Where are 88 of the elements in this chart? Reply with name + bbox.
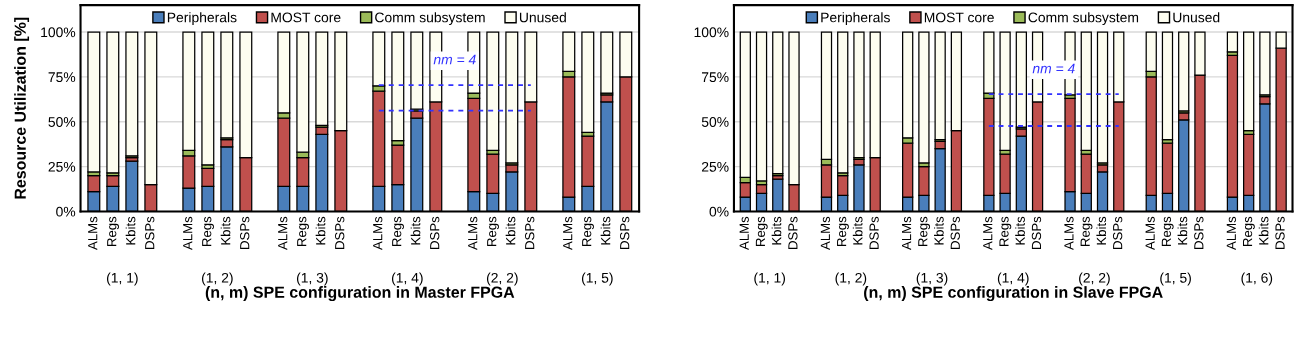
legend-label: Unused [1173,12,1220,23]
x-tick-label: Kbits [1177,216,1188,245]
y-tick-label: 25% [701,161,729,172]
legend-label: Peripherals [821,12,890,26]
x-tick-label: DSPs [335,216,345,249]
text: (1, 4) [997,272,1029,286]
text: (1, 5) [1160,272,1191,286]
x-axis-title: (n, m) SPE configuration in Master FPGA [205,286,515,302]
text: (1, 2) [201,272,233,286]
x-tick-label: ALMs [1226,216,1236,250]
x-tick-label: DSPs [240,216,250,249]
text: (1, 1) [106,272,138,286]
legend-label: MOST core [271,12,341,23]
x-tick-label: Kbits [1258,216,1269,245]
text: (1, 3) [916,272,948,286]
x-tick-label: DSPs [1031,216,1042,249]
x-tick-label: Regs [1161,216,1174,246]
x-tick-label: ALMs [278,216,288,250]
y-tick-label: 50% [48,117,76,127]
x-tick-label: Regs [1243,216,1255,246]
y-tick-label: 0% [709,206,729,217]
y-axis-title: Resource Utilization [%] [14,17,30,199]
text: (1, 1) [754,272,786,286]
x-tick-label: ALMs [88,216,98,250]
text: (1, 4) [391,272,423,286]
legend-label: Unused [519,12,566,23]
x-tick-label: ALMs [468,216,478,250]
x-tick-label: Kbits [220,216,231,245]
x-tick-label: DSPs [430,216,440,249]
y-tick-label: 75% [48,72,76,83]
x-tick-label: Kbits [1096,216,1107,245]
x-tick-label: Kbits [125,216,136,245]
x-tick-label: Kbits [771,216,782,245]
x-tick-label: Kbits [505,216,516,245]
text: (2, 2) [1079,272,1110,286]
x-tick-label: ALMs [820,216,831,250]
x-tick-label: ALMs [563,216,573,250]
x-tick-label: DSPs [620,216,630,249]
x-tick-label: Regs [755,216,768,246]
x-tick-label: Regs [107,216,119,246]
x-tick-label: DSPs [1112,216,1123,249]
x-tick-label: DSPs [145,216,155,249]
text: (1, 5) [581,272,613,286]
legend-label: MOST core [924,12,994,23]
x-tick-label: Regs [392,216,404,246]
x-tick-label: Kbits [852,216,863,245]
x-tick-label: Kbits [600,216,611,245]
x-tick-label: DSPs [1275,216,1285,249]
x-tick-label: ALMs [983,216,993,250]
x-tick-label: DSPs [525,216,535,249]
legend-label: Comm subsystem [1028,12,1139,26]
legend-label: Comm subsystem [375,12,485,26]
x-tick-label: Regs [582,216,594,246]
y-tick-label: 100% [41,27,76,38]
annotation: nm = 4 [1032,63,1075,74]
x-tick-label: ALMs [183,216,193,250]
x-tick-label: ALMs [1064,216,1074,250]
x-axis-title: (n, m) SPE configuration in Slave FPGA [864,286,1163,302]
text: (1, 2) [835,272,867,286]
x-tick-label: Regs [999,216,1012,246]
x-tick-label: Kbits [934,216,944,245]
annotation: nm = 4 [433,54,476,65]
text: (1, 6) [1241,272,1273,286]
x-tick-label: ALMs [1145,216,1155,250]
y-tick-label: 0% [56,206,76,217]
x-tick-label: DSPs [1194,216,1204,249]
y-tick-label: 25% [48,161,76,172]
text: (2, 2) [486,272,518,286]
y-tick-label: 100% [694,27,729,38]
y-tick-label: 75% [701,72,729,83]
x-tick-label: Regs [202,216,214,246]
x-tick-label: Regs [918,216,931,246]
x-tick-label: ALMs [739,216,749,250]
x-tick-label: Regs [837,216,849,246]
x-tick-label: Regs [297,216,309,246]
x-tick-label: DSPs [869,216,879,249]
x-tick-label: ALMs [373,216,383,250]
x-tick-label: Kbits [410,216,421,245]
x-tick-label: ALMs [902,216,912,250]
x-tick-label: Regs [487,216,499,246]
legend-label: Peripherals [167,12,237,26]
text: (1, 3) [296,272,328,286]
y-tick-label: 50% [701,117,729,127]
x-tick-label: Regs [1080,216,1093,246]
x-tick-label: Kbits [315,216,326,245]
x-tick-label: Kbits [1015,216,1025,245]
x-tick-label: DSPs [950,216,960,249]
x-tick-label: DSPs [788,216,798,249]
